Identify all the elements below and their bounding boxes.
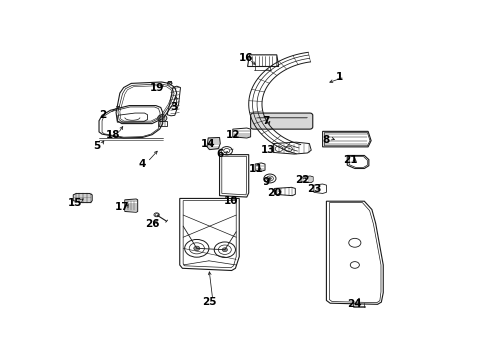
Circle shape	[193, 246, 200, 251]
Text: 13: 13	[261, 145, 275, 155]
Text: 12: 12	[225, 130, 240, 140]
Text: 6: 6	[216, 149, 223, 159]
Text: 9: 9	[262, 177, 269, 187]
Text: 20: 20	[266, 188, 281, 198]
FancyBboxPatch shape	[250, 113, 312, 129]
Text: 4: 4	[139, 159, 146, 169]
Text: 14: 14	[201, 139, 215, 149]
Text: 19: 19	[149, 84, 163, 93]
Circle shape	[268, 177, 271, 180]
Text: 2: 2	[99, 110, 106, 120]
Text: 22: 22	[295, 175, 309, 185]
Text: 18: 18	[106, 130, 121, 140]
Circle shape	[222, 248, 227, 252]
Text: 10: 10	[223, 196, 238, 206]
Text: 11: 11	[248, 164, 263, 174]
Text: 23: 23	[306, 184, 321, 194]
Text: 8: 8	[322, 135, 329, 145]
Text: 7: 7	[262, 116, 269, 126]
Text: 15: 15	[68, 198, 82, 208]
Text: 21: 21	[342, 155, 356, 165]
Text: 5: 5	[93, 141, 100, 151]
Text: 24: 24	[346, 299, 361, 309]
Text: 26: 26	[145, 219, 160, 229]
Text: 16: 16	[238, 53, 252, 63]
Text: 25: 25	[201, 297, 216, 307]
Text: 3: 3	[170, 102, 177, 112]
Text: 1: 1	[335, 72, 343, 82]
Text: 17: 17	[115, 202, 130, 212]
